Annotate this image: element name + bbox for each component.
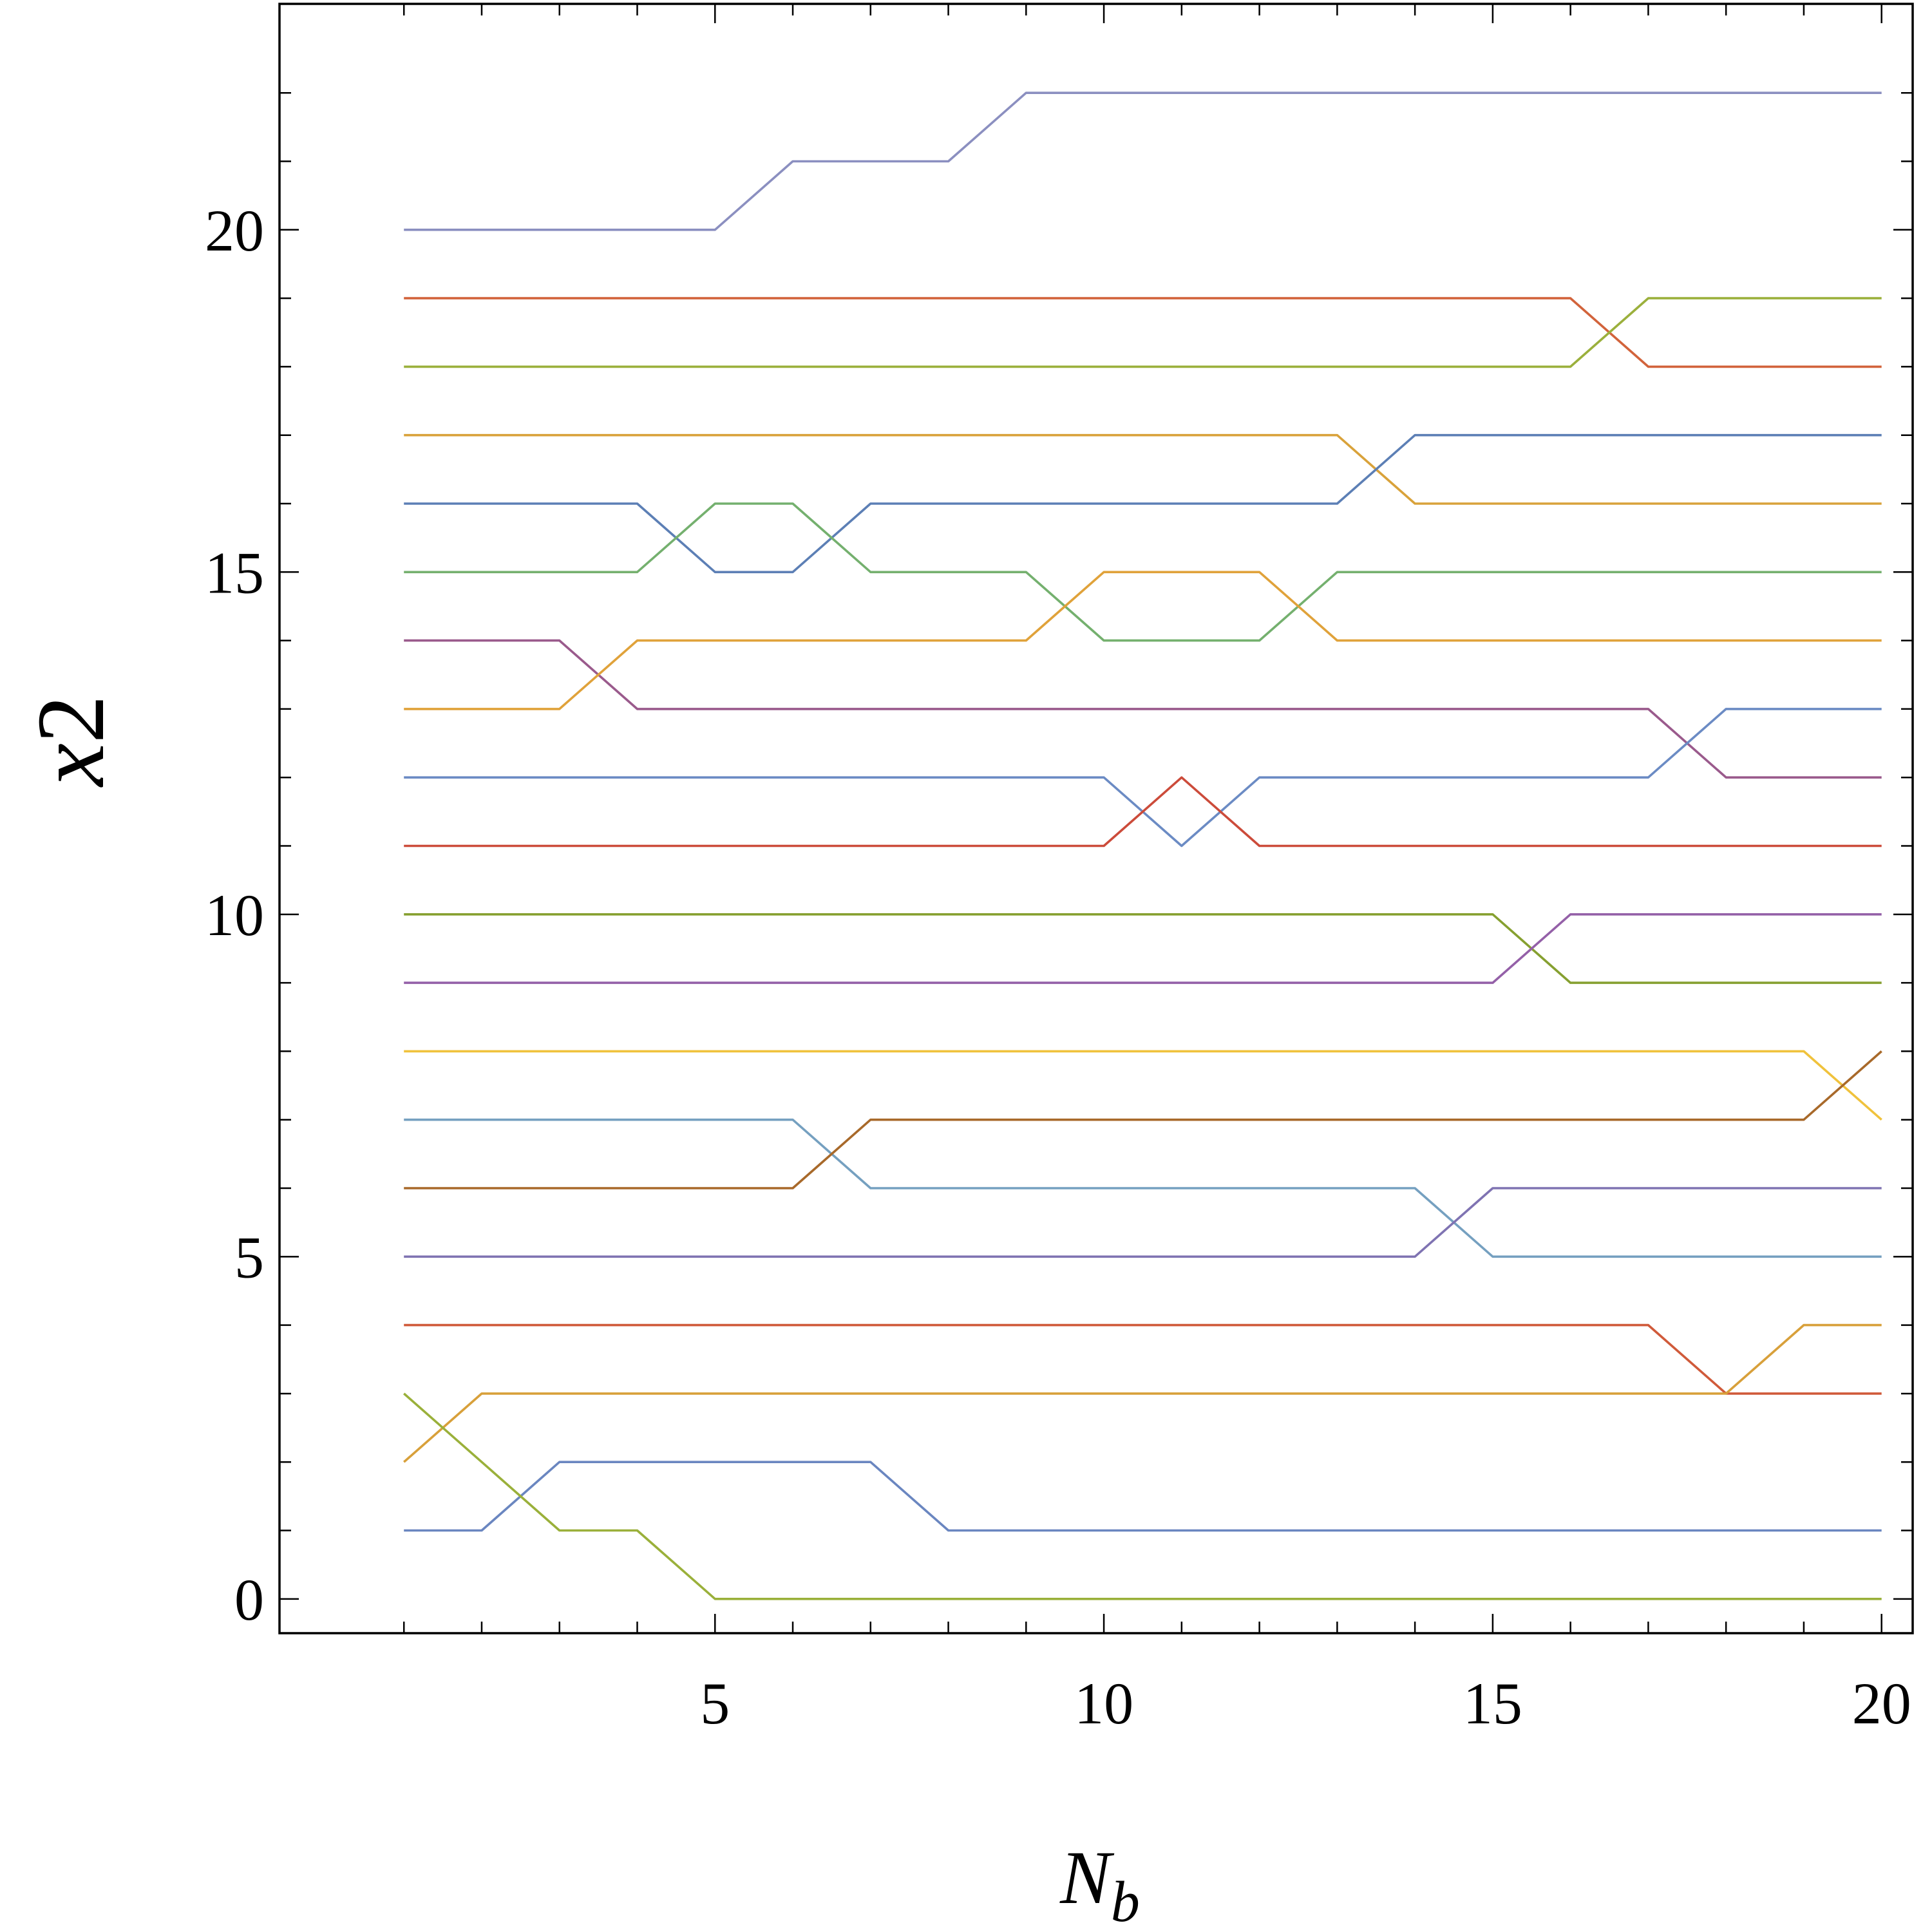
y-tick-label: 10 [205, 882, 264, 948]
series-line-10 [404, 776, 1882, 848]
series-line-17 [404, 1323, 1882, 1395]
series-line-13 [404, 1050, 1882, 1121]
y-tick-label: 0 [234, 1567, 264, 1633]
series-line-12 [404, 913, 1882, 984]
axis-ticks [279, 4, 1913, 1633]
y-axis-label-main: x [17, 743, 124, 788]
x-tick-label: 20 [1852, 1671, 1911, 1736]
series-group [403, 91, 1882, 1600]
y-tick-label: 20 [205, 198, 264, 263]
x-axis-label-sub: b [1111, 1870, 1140, 1932]
x-axis-label-main: N [1059, 1835, 1115, 1920]
series-line-8 [404, 571, 1882, 710]
y-axis-label-sub: 2 [17, 695, 124, 743]
x-tick-label: 15 [1463, 1671, 1522, 1736]
plot-frame [278, 3, 1914, 1634]
series-line-20 [403, 1392, 1882, 1600]
x-tick-label: 10 [1074, 1671, 1133, 1736]
x-tick-label: 5 [700, 1671, 730, 1736]
y-tick-label: 15 [205, 540, 264, 605]
series-line-6 [404, 502, 1882, 642]
series-line-4 [404, 433, 1882, 505]
series-line-19 [404, 1461, 1882, 1532]
tick-labels: 5 10 15 20 0 5 10 15 20 [205, 198, 1911, 1736]
series-line-16 [404, 1187, 1882, 1258]
series-line-9 [404, 708, 1882, 848]
series-line-3 [404, 297, 1882, 368]
series-line-18 [403, 1323, 1882, 1463]
series-line-15 [404, 1050, 1882, 1189]
x-axis-label: Nb [1059, 1835, 1140, 1932]
y-axis-label: x2 [17, 695, 124, 788]
series-line-5 [404, 433, 1882, 574]
series-line-14 [404, 1118, 1882, 1258]
series-line-1 [404, 91, 1882, 231]
series-line-7 [404, 639, 1882, 779]
y-tick-label: 5 [234, 1224, 264, 1290]
series-line-2 [404, 297, 1882, 368]
series-line-11 [404, 913, 1882, 984]
